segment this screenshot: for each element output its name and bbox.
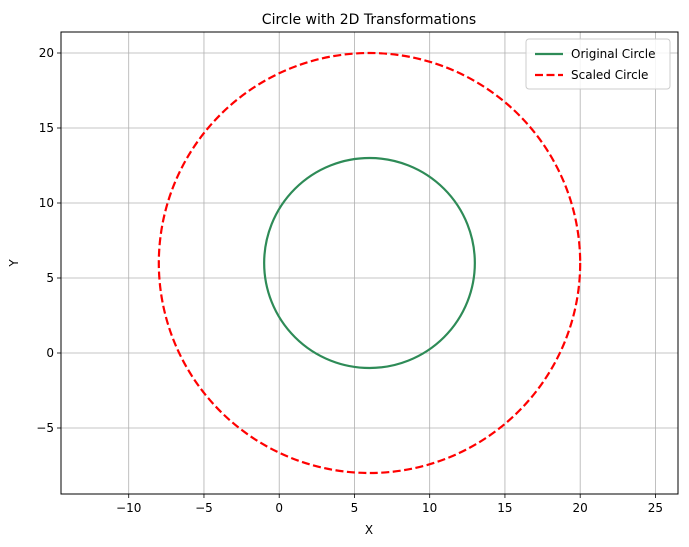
- x-tick-label: −10: [116, 501, 141, 515]
- x-axis-label: X: [365, 523, 373, 537]
- y-axis-label: Y: [7, 259, 21, 268]
- legend-label: Original Circle: [571, 47, 655, 61]
- series-layer: [157, 51, 582, 475]
- legend-label: Scaled Circle: [571, 68, 648, 82]
- x-tick-label: 10: [422, 501, 437, 515]
- y-tick-label: 15: [39, 121, 54, 135]
- y-tick-label: 10: [39, 196, 54, 210]
- chart-title: Circle with 2D Transformations: [262, 12, 476, 28]
- legend: Original Circle Scaled Circle: [525, 38, 671, 90]
- y-tick-label: 20: [39, 46, 54, 60]
- x-tick-label: 25: [648, 501, 663, 515]
- plot-frame: [60, 31, 679, 495]
- series-original-circle: [263, 156, 476, 370]
- x-tick-label: 20: [573, 501, 588, 515]
- y-tick-label: 5: [46, 271, 54, 285]
- legend-box: [525, 38, 671, 90]
- x-tick-label: −5: [195, 501, 213, 515]
- x-tick-label: 5: [351, 501, 359, 515]
- x-tick-label: 15: [497, 501, 512, 515]
- y-tick-label: −5: [36, 421, 54, 435]
- ticks: −10 −5 0 5 10 15 20 25 −5 0 5 10 15 20: [36, 46, 663, 515]
- series-scaled-circle: [157, 51, 582, 475]
- x-tick-label: 0: [275, 501, 283, 515]
- y-tick-label: 0: [46, 346, 54, 360]
